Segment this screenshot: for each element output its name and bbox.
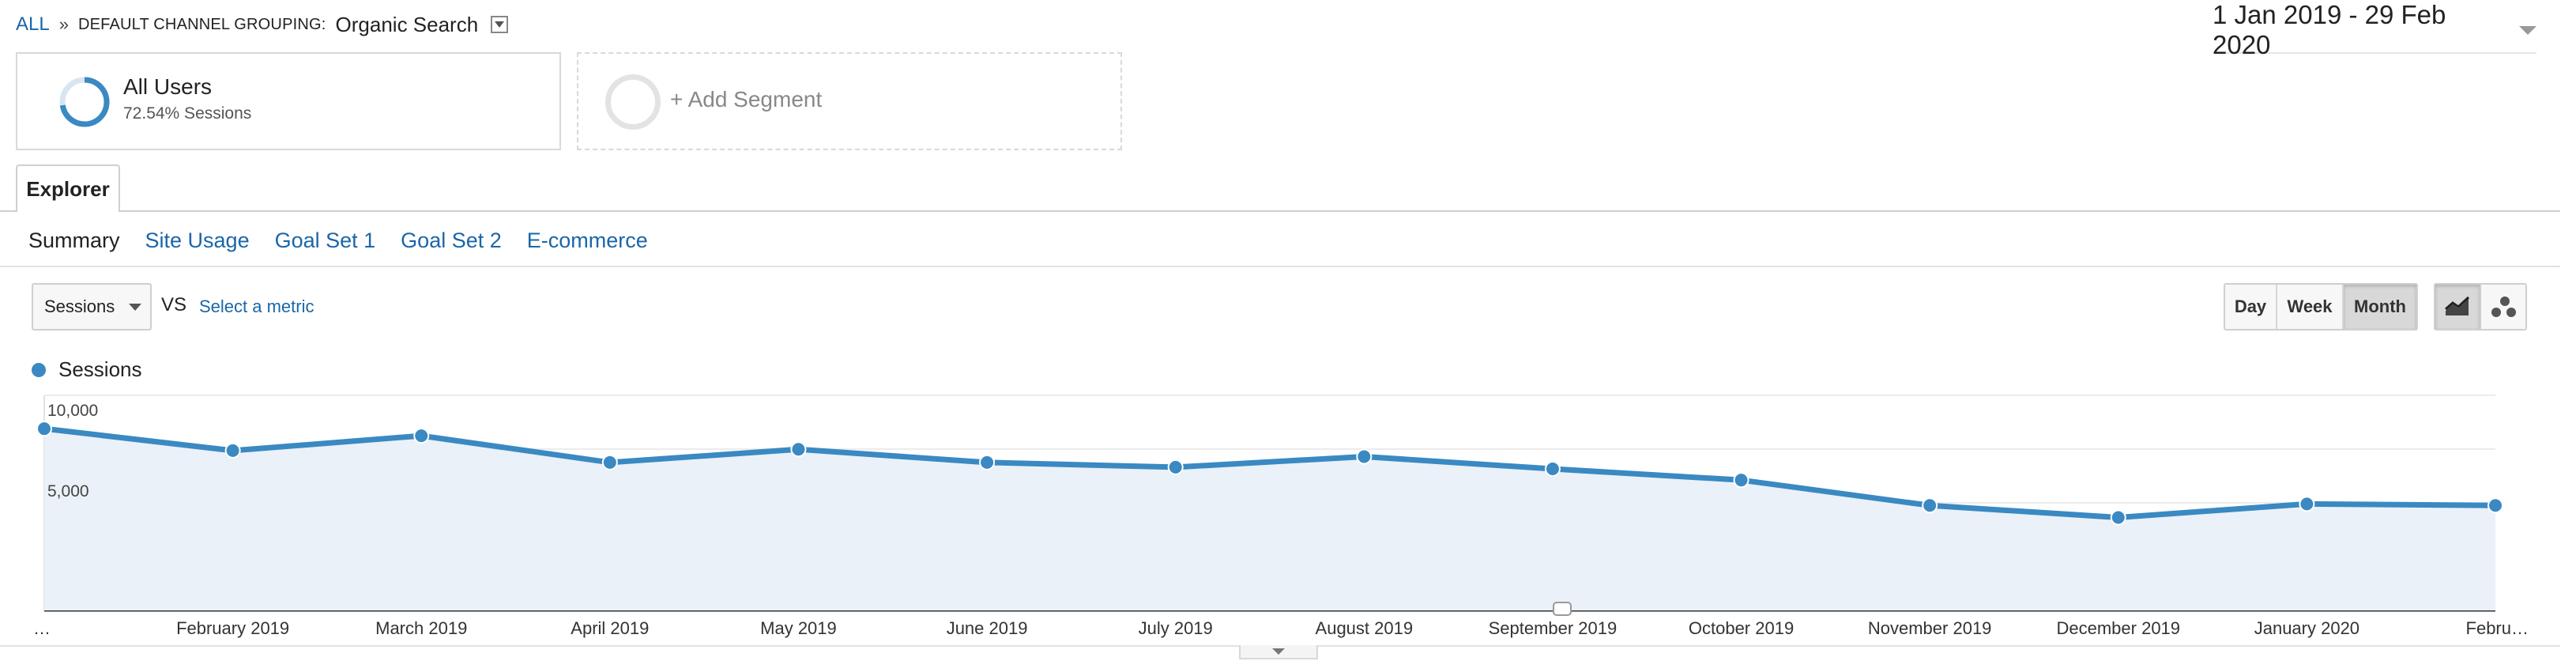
- y-tick-label: 5,000: [47, 482, 89, 500]
- data-point-12: [2299, 496, 2315, 512]
- data-point-4: [790, 441, 807, 458]
- chart-points: [36, 421, 2503, 526]
- sessions-area: [44, 429, 2495, 610]
- data-point-5: [979, 454, 996, 470]
- add-segment-button[interactable]: + Add Segment: [577, 52, 1122, 150]
- legend-label: Sessions: [58, 357, 142, 381]
- subtab-site-usage[interactable]: Site Usage: [145, 228, 250, 252]
- vs-label: VS: [161, 294, 187, 315]
- segment-donut-icon: [59, 77, 110, 127]
- x-tick-label: April 2019: [571, 618, 649, 638]
- metric-select[interactable]: Sessions: [32, 283, 152, 330]
- metric-select-value: Sessions: [44, 297, 115, 316]
- subtab-goal-set-1[interactable]: Goal Set 1: [274, 228, 376, 252]
- subtab-goal-set-2[interactable]: Goal Set 2: [401, 228, 502, 252]
- chevron-down-icon: [2519, 25, 2536, 35]
- tab-divider: [0, 210, 2560, 212]
- granularity-toggle: Day Week Month: [2224, 283, 2418, 330]
- segment-donut-arc: [59, 77, 110, 127]
- x-tick-label: September 2019: [1489, 618, 1618, 638]
- subtab-summary[interactable]: Summary: [28, 228, 120, 252]
- data-point-0: [36, 421, 52, 437]
- subtab-divider: [0, 266, 2560, 267]
- breadcrumb: ALL » DEFAULT CHANNEL GROUPING: Organic …: [16, 11, 509, 38]
- subtab-ecommerce[interactable]: E-commerce: [526, 228, 648, 252]
- data-point-8: [1544, 461, 1561, 478]
- line-chart-button[interactable]: [2435, 285, 2481, 329]
- motion-chart-icon: [2491, 297, 2516, 317]
- data-point-3: [601, 454, 618, 470]
- x-tick-label: May 2019: [760, 618, 837, 638]
- line-chart-icon: [2445, 297, 2470, 315]
- data-point-6: [1167, 459, 1184, 475]
- data-point-2: [413, 428, 430, 444]
- granularity-day-button[interactable]: Day: [2225, 285, 2277, 329]
- tab-explorer[interactable]: Explorer: [16, 164, 120, 212]
- breadcrumb-separator: »: [58, 14, 69, 34]
- x-tick-label: July 2019: [1139, 618, 1213, 638]
- segment-all-users[interactable]: All Users 72.54% Sessions: [16, 52, 561, 150]
- segment-subtitle: 72.54% Sessions: [123, 104, 252, 123]
- x-tick-label: March 2019: [375, 618, 467, 638]
- chevron-down-icon: [1272, 648, 1285, 655]
- sessions-chart: 10,000 5,000 … February 2019 March 2019 Apri…: [33, 395, 2529, 638]
- date-range-label: 1 Jan 2019 - 29 Feb 2020: [2213, 0, 2446, 59]
- chart-type-toggle: [2434, 283, 2527, 330]
- data-point-13: [2487, 497, 2503, 514]
- segment-title: All Users: [123, 74, 213, 99]
- data-point-11: [2110, 509, 2126, 526]
- annotation-marker-icon[interactable]: [1553, 602, 1572, 616]
- data-point-9: [1733, 472, 1749, 489]
- expand-chart-handle[interactable]: [1239, 645, 1318, 659]
- breadcrumb-dimension: DEFAULT CHANNEL GROUPING:: [77, 15, 326, 33]
- data-point-1: [224, 442, 241, 459]
- x-tick-label: January 2020: [2254, 618, 2359, 638]
- breadcrumb-all-link[interactable]: ALL: [16, 13, 50, 35]
- data-point-10: [1922, 497, 1938, 514]
- granularity-week-button[interactable]: Week: [2277, 285, 2344, 329]
- subtab-bar: Summary Site Usage Goal Set 1 Goal Set 2…: [28, 225, 648, 256]
- breadcrumb-value: Organic Search: [335, 12, 479, 36]
- x-tick-label: Febru…: [2466, 618, 2529, 638]
- x-tick-label: August 2019: [1316, 618, 1414, 638]
- select-metric-link[interactable]: Select a metric: [199, 297, 314, 316]
- motion-chart-button[interactable]: [2481, 285, 2525, 329]
- legend-dot-icon: [32, 362, 46, 377]
- chart-x-ticks: … February 2019 March 2019 April 2019 May 20…: [33, 602, 2529, 638]
- x-tick-label: October 2019: [1689, 618, 1794, 638]
- y-tick-label: 10,000: [47, 402, 98, 420]
- chart-legend: Sessions: [32, 357, 142, 382]
- x-tick-label: February 2019: [176, 618, 289, 638]
- add-segment-ring-icon: [605, 74, 661, 130]
- x-tick-label: December 2019: [2056, 618, 2180, 638]
- breadcrumb-dropdown-icon[interactable]: [491, 16, 509, 33]
- data-point-7: [1356, 448, 1373, 465]
- add-segment-label: + Add Segment: [670, 87, 823, 111]
- x-tick-label: …: [33, 618, 51, 638]
- granularity-month-button[interactable]: Month: [2344, 285, 2416, 329]
- sessions-line: [43, 425, 2496, 520]
- chevron-down-icon: [129, 303, 142, 311]
- x-tick-label: June 2019: [947, 618, 1028, 638]
- x-tick-label: November 2019: [1868, 618, 1992, 638]
- date-range-picker[interactable]: 1 Jan 2019 - 29 Feb 2020: [2213, 0, 2536, 59]
- chart-y-ticks: 10,000 5,000: [47, 402, 98, 500]
